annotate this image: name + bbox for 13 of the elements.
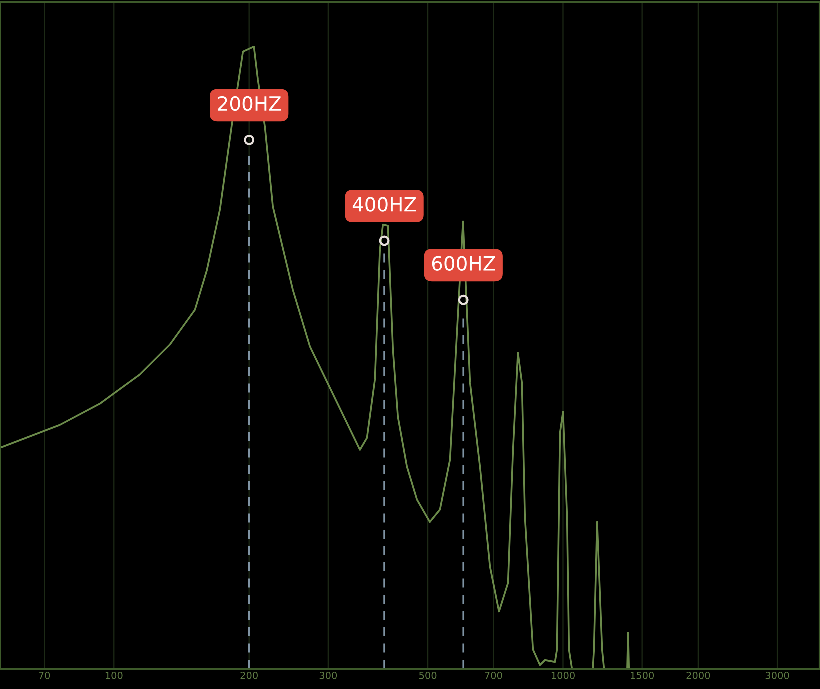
x-tick-label: 200 [240, 672, 258, 680]
annotation: 400HZ [352, 197, 416, 212]
x-tick-label: 3000 [766, 672, 790, 680]
annotation: 200HZ [218, 96, 281, 112]
x-tick-label: 70 [39, 672, 50, 680]
x-tick-label: 2000 [686, 672, 710, 680]
x-tick-label: 700 [485, 672, 502, 680]
x-tick-label: 300 [320, 672, 338, 680]
x-tick-label: 1000 [552, 672, 575, 680]
x-tick-label: 500 [420, 672, 437, 680]
x-tick-label: 1500 [631, 672, 654, 680]
x-tick-label: 100 [106, 672, 123, 680]
annotation: 600HZ [432, 256, 496, 271]
